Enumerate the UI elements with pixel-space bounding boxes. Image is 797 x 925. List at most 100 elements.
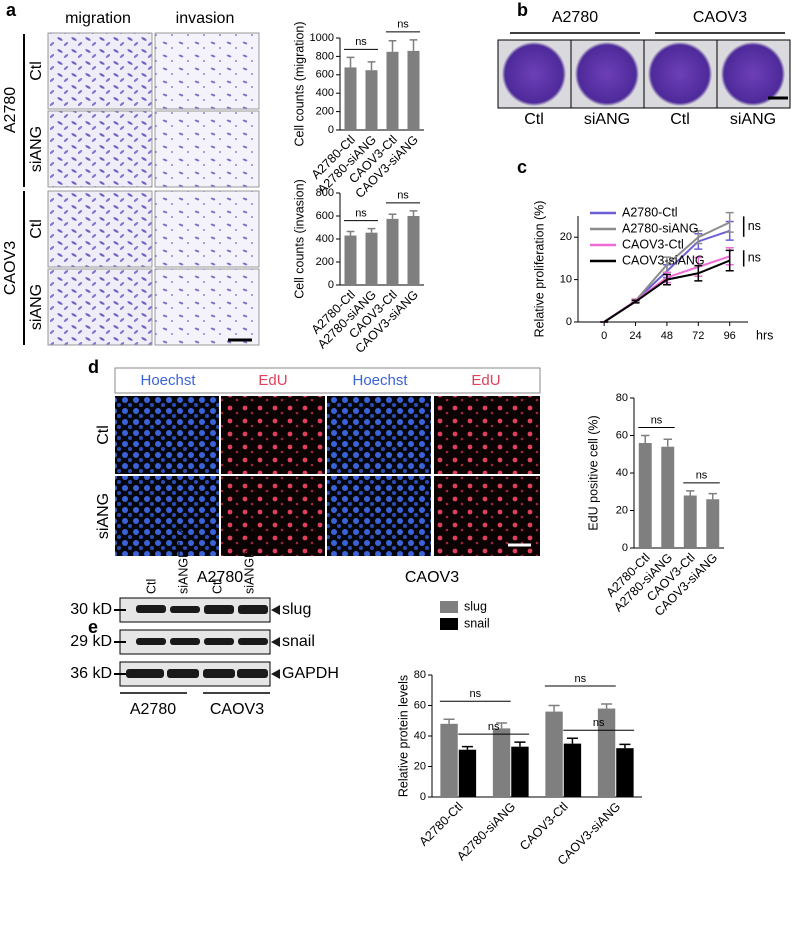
lane-label: Ctl: [144, 579, 158, 594]
error-bar: [388, 213, 397, 219]
legend-label: slug: [464, 599, 487, 613]
x-tick-label: A2780-Ctl: [416, 800, 465, 849]
y-axis-label: Cell counts (invasion): [292, 179, 306, 299]
error-bar: [725, 249, 734, 272]
bar: [563, 743, 582, 797]
x-axis-label: hrs: [756, 328, 773, 342]
y-tick-label: 0: [566, 316, 572, 328]
y-tick-label: 200: [316, 106, 334, 118]
error-bar: [461, 745, 473, 750]
error-bar: [663, 438, 672, 447]
error-bar: [496, 722, 508, 729]
error-bar: [346, 230, 355, 236]
y-tick-label: 20: [616, 504, 628, 516]
bar: [511, 746, 529, 797]
y-tick-label: 40: [616, 467, 628, 479]
x-tick-label: 24: [629, 330, 641, 342]
cell-line-label: A2780: [552, 9, 598, 26]
significance-label: ns: [748, 219, 761, 233]
mw-label: 29 kD: [70, 633, 112, 650]
error-bar: [409, 210, 418, 216]
error-bar: [514, 741, 526, 747]
bar: [706, 499, 720, 548]
legend-label: A2780-siANG: [622, 221, 698, 235]
y-tick-label: 20: [414, 760, 426, 772]
significance-label: ns: [651, 414, 663, 426]
y-tick-label: 80: [616, 392, 628, 404]
x-tick-label: 48: [661, 330, 673, 342]
legend-swatch: [440, 601, 458, 613]
row-label: Ctl: [28, 61, 45, 81]
stain-header: [114, 367, 541, 394]
bar: [365, 232, 378, 285]
y-tick-label: 200: [316, 256, 334, 268]
y-tick-label: 400: [316, 87, 334, 99]
error-bar: [548, 704, 560, 712]
panel-label: d: [88, 357, 99, 377]
y-axis-label: Relative proliferation (%): [532, 201, 546, 338]
legend-swatch: [440, 618, 458, 630]
error-bar: [694, 230, 703, 245]
bar: [638, 443, 652, 548]
mw-label: 36 kD: [70, 665, 112, 682]
bar: [344, 235, 357, 285]
legend-label: CAOV3-Ctl: [622, 237, 684, 251]
row-label: Ctl: [95, 425, 112, 445]
cell-line-label: CAOV3: [210, 701, 264, 718]
cell-line-label: A2780: [2, 87, 19, 133]
lane-label: siANG: [730, 111, 776, 128]
y-tick-label: 0: [420, 791, 426, 803]
legend-label: CAOV3-siANG: [622, 253, 705, 267]
panel-label: b: [517, 0, 528, 20]
cell-line-label: CAOV3: [405, 569, 459, 586]
lane-label: siANGPTL4: [242, 528, 256, 594]
error-bar: [388, 40, 397, 52]
bar: [440, 723, 458, 797]
error-bar: [367, 61, 376, 71]
bar: [344, 67, 357, 130]
error-bar: [725, 211, 734, 233]
row-label: siANG: [95, 493, 112, 539]
plates: [497, 39, 791, 109]
y-tick-label: 600: [316, 210, 334, 222]
error-bar: [641, 434, 650, 443]
error-bar: [686, 490, 695, 496]
significance-label: ns: [397, 190, 409, 202]
stain-label: Hoechst: [352, 372, 408, 389]
y-tick-label: 0: [328, 124, 334, 136]
column-label: invasion: [176, 10, 235, 27]
column-label: migration: [65, 10, 131, 27]
x-tick-label: CAOV3-Ctl: [517, 800, 571, 854]
cell-line-label: A2780: [130, 701, 176, 718]
bar: [386, 218, 399, 285]
protein-label: GAPDH: [282, 665, 339, 682]
protein-label: snail: [282, 633, 315, 650]
y-tick-label: 60: [616, 429, 628, 441]
legend-label: A2780-Ctl: [622, 205, 678, 219]
significance-label: ns: [397, 19, 409, 31]
lane-label: Ctl: [524, 111, 544, 128]
cell-line-label: CAOV3: [693, 9, 747, 26]
y-tick-label: 1000: [310, 32, 334, 44]
bar: [616, 748, 634, 797]
bar: [683, 495, 697, 548]
bar: [661, 446, 675, 548]
legend-label: snail: [464, 616, 490, 630]
bar: [492, 728, 511, 797]
y-tick-label: 60: [414, 699, 426, 711]
error-bar: [409, 39, 418, 51]
y-tick-label: 10: [560, 274, 572, 286]
row-label: Ctl: [28, 219, 45, 239]
significance-label: ns: [470, 688, 482, 700]
stain-label: EdU: [258, 372, 287, 389]
significance-label: ns: [355, 36, 367, 48]
significance-label: ns: [355, 208, 367, 220]
significance-label: ns: [488, 721, 500, 733]
y-tick-label: 0: [328, 279, 334, 291]
error-bar: [619, 743, 631, 749]
panel-label: a: [6, 0, 17, 20]
error-bar: [662, 273, 671, 286]
significance-label: ns: [748, 251, 761, 265]
error-bar: [443, 718, 455, 724]
y-tick-label: 0: [622, 542, 628, 554]
